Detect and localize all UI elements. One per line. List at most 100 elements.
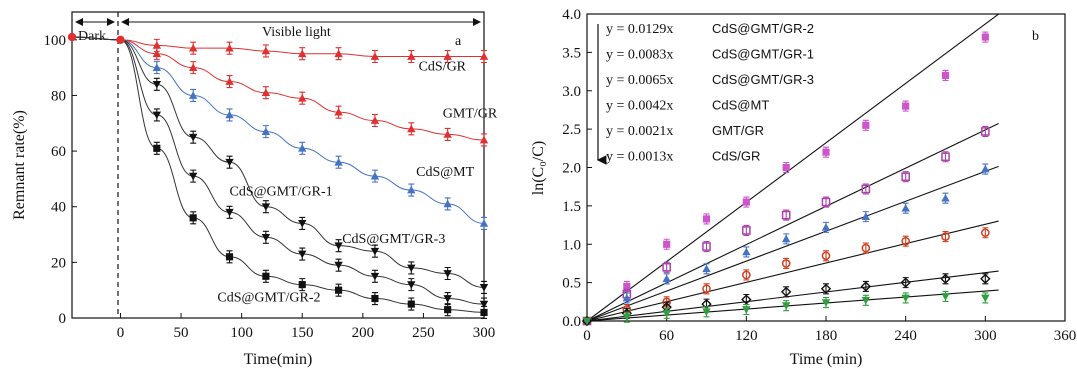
a-point-cds-gr — [298, 49, 307, 58]
panel-b-xlabel: Time (min) — [790, 351, 863, 368]
b-point-cds-gmt-gr-3 — [781, 234, 791, 243]
panel-b-equation-legend: y = 0.0129x CdS@GMT/GR-2 y = 0.0083x CdS@GM… — [606, 21, 814, 165]
panel-a-frame — [71, 11, 485, 319]
a-point-gmt-gr — [225, 77, 234, 85]
b-equation-cds-gmt-gr-3: y = 0.0065x — [606, 73, 673, 88]
b-point-cds-gr — [781, 302, 791, 310]
a-point-cds-mt — [261, 127, 271, 135]
a-point-cds-gmt-gr-2 — [444, 306, 452, 314]
a-point-cds-gmt-gr-3 — [479, 284, 489, 292]
b-fit-cds-gr — [586, 289, 999, 322]
a-point-cds-gr — [443, 52, 452, 60]
b-xtick-label: 120 — [735, 328, 758, 344]
a-xtick-label: 0 — [117, 325, 125, 341]
a-point-gmt-gr — [298, 94, 307, 102]
panel-b-series — [581, 31, 991, 327]
a-xtick-label: 300 — [473, 325, 496, 341]
b-equation-cds-gmt-gr-1: y = 0.0083x — [606, 48, 673, 63]
a-point-start — [67, 32, 77, 42]
b-point-gmt-gr — [980, 273, 991, 284]
b-point-cds-gr — [941, 293, 950, 301]
b-point-cds-gmt-gr-3 — [622, 293, 632, 302]
b-point-cds-gmt-gr-3 — [702, 264, 711, 273]
b-point-gmt-gr — [780, 286, 792, 298]
b-point-cds-gr — [861, 296, 871, 305]
b-point-cds-gr — [662, 309, 671, 318]
a-ytick-label: 40 — [51, 200, 66, 216]
panel-b-ylabel: ln(C₀/C) — [530, 141, 547, 195]
b-point-cds-mt — [861, 243, 871, 253]
a-line-gmt-gr — [71, 36, 485, 141]
a-xtick-label: 100 — [230, 325, 253, 341]
b-point-cds-mt — [941, 232, 950, 241]
b-point-cds-gmt-gr-3 — [662, 274, 671, 283]
a-point-cds-gr — [407, 52, 416, 60]
a-point-cds-gr — [225, 43, 234, 52]
b-point-cds-gmt-gr-1 — [901, 172, 910, 182]
b-point-cds-gmt-gr-1 — [941, 152, 950, 162]
b-legend-name-cds-mt: CdS@MT — [712, 98, 769, 113]
a-point-cds-gmt-gr-3 — [261, 203, 271, 211]
b-xtick-label: 360 — [1054, 328, 1077, 344]
b-point-cds-gmt-gr-3 — [941, 194, 950, 202]
a-point-gmt-gr — [334, 107, 343, 116]
b-point-cds-gr — [622, 313, 632, 322]
a-point-gmt-gr — [443, 130, 452, 138]
panel-a-series — [67, 32, 489, 319]
a-point-gmt-gr — [261, 88, 271, 97]
a-point-cds-gmt-gr-1 — [152, 111, 162, 120]
a-point-gmt-gr — [407, 124, 416, 133]
b-point-cds-gmt-gr-1 — [781, 210, 791, 220]
b-point-cds-gr — [582, 317, 592, 326]
a-point-cds-gmt-gr-1 — [334, 261, 343, 270]
b-point-cds-gmt-gr-2 — [742, 198, 750, 206]
b-xtick-label: 300 — [974, 328, 997, 344]
a-point-cds-gmt-gr-1 — [479, 300, 489, 309]
a-point-cds-gr — [479, 52, 489, 60]
a-ytick-label: 60 — [51, 144, 66, 160]
b-fit-gmt-gr — [586, 270, 999, 322]
b-point-cds-gmt-gr-2 — [941, 71, 950, 79]
a-line-cds-gmt-gr-3 — [71, 36, 485, 288]
b-point-cds-gmt-gr-2 — [862, 121, 870, 129]
b-xtick-label: 180 — [815, 328, 838, 344]
b-point-cds-gmt-gr-1 — [662, 262, 671, 272]
b-point-cds-gr — [901, 294, 910, 303]
a-ytick-label: 80 — [51, 88, 66, 104]
b-fit-cds-gmt-gr-3 — [586, 165, 999, 322]
a-xtick-label: 250 — [412, 325, 435, 341]
a-point-cds-gr — [152, 41, 162, 49]
a-ytick-label: 20 — [51, 255, 66, 271]
b-equation-gmt-gr: y = 0.0021x — [606, 124, 673, 139]
panel-a-xlabel: Time(min) — [244, 351, 313, 368]
a-point-cds-gmt-gr-1 — [225, 208, 234, 217]
a-point-cds-mt — [479, 219, 489, 227]
b-point-cds-gmt-gr-1 — [742, 226, 751, 235]
b-point-cds-gr — [742, 306, 751, 314]
b-point-cds-mt — [702, 284, 711, 294]
a-point-cds-gmt-gr-3 — [334, 242, 343, 250]
b-point-cds-gmt-gr-1 — [702, 242, 711, 251]
a-xtick-label: 150 — [291, 325, 314, 341]
a-point-cds-mt — [334, 158, 343, 166]
a-point-cds-gmt-gr-2 — [371, 294, 379, 303]
a-point-cds-mt — [188, 91, 198, 99]
a-point-cds-gmt-gr-1 — [298, 250, 307, 259]
a-point-cds-gmt-gr-2 — [189, 214, 197, 222]
b-point-gmt-gr — [820, 283, 832, 294]
b-point-cds-gmt-gr-2 — [902, 102, 910, 110]
a-point-cds-gmt-gr-3 — [152, 80, 162, 89]
a-point-cds-mt — [407, 185, 416, 194]
b-equation-cds-gmt-gr-2: y = 0.0129x — [606, 22, 673, 37]
a-xtick-label: 200 — [352, 325, 375, 341]
b-point-cds-gmt-gr-3 — [901, 203, 910, 212]
b-ytick-label: 0.5 — [562, 276, 581, 292]
b-ytick-label: 0.0 — [562, 314, 581, 330]
b-point-gmt-gr — [741, 294, 752, 305]
a-curve-label-cds-gmt-gr-2: CdS@GMT/GR-2 — [217, 290, 320, 305]
b-legend-name-cds-gmt-gr-3: CdS@GMT/GR-3 — [712, 72, 814, 87]
b-point-cds-gmt-gr-1 — [821, 197, 831, 207]
a-point-cds-gmt-gr-2 — [225, 253, 234, 261]
b-point-cds-gr — [821, 299, 831, 307]
b-point-cds-gmt-gr-2 — [623, 282, 631, 291]
